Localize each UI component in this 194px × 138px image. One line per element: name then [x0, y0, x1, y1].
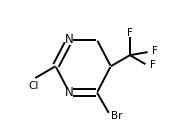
Text: F: F — [127, 28, 133, 38]
Text: N: N — [65, 86, 74, 99]
Text: N: N — [65, 33, 74, 47]
Text: F: F — [152, 46, 158, 56]
Text: Br: Br — [111, 111, 122, 121]
Text: F: F — [150, 60, 156, 70]
Text: Cl: Cl — [28, 81, 38, 91]
